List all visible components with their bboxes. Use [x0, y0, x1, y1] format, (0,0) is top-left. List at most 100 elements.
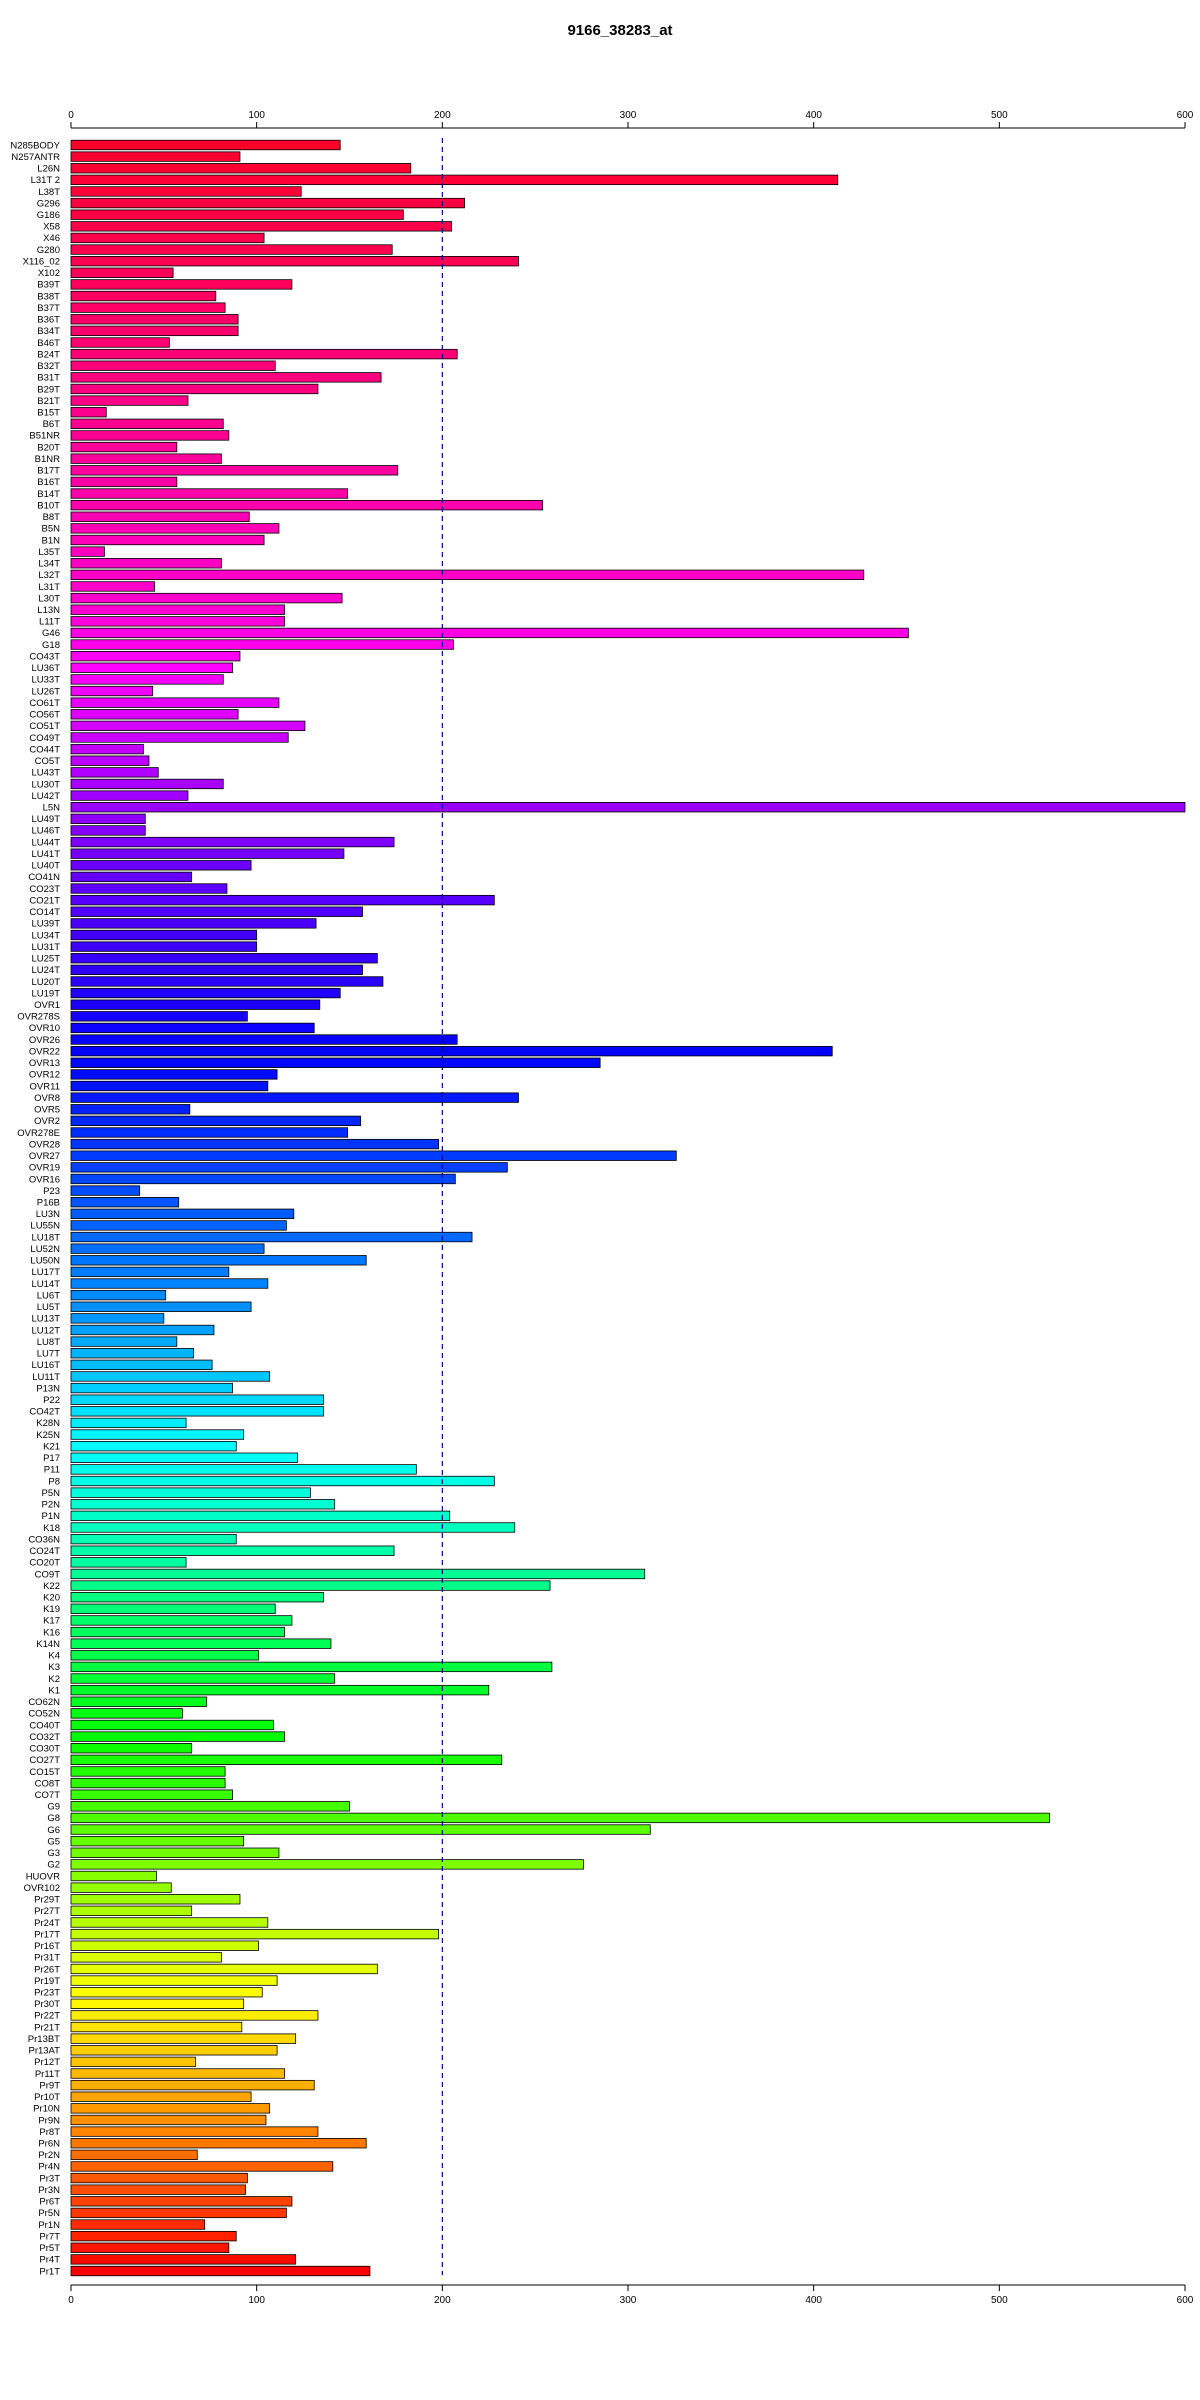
category-label: LU39T [31, 919, 60, 930]
bar [70, 174, 839, 186]
category-label: L26N [37, 164, 60, 175]
category-label: B16T [37, 477, 60, 488]
category-label: Pr9T [39, 2080, 60, 2091]
bar [70, 674, 224, 685]
category-label: G186 [37, 210, 60, 221]
category-label: G6 [47, 1825, 60, 1836]
bar [70, 813, 146, 824]
bar [70, 546, 105, 557]
category-label: L11T [39, 617, 60, 628]
bar [70, 1580, 551, 1591]
category-label: Pr6T [39, 2197, 60, 2208]
top-x-axis: 0 100 200 300 400 500 600 [68, 110, 1194, 129]
bar [70, 197, 466, 209]
bar [70, 1034, 458, 1045]
bar [70, 1812, 1050, 1824]
category-label: Pr5T [39, 2243, 60, 2254]
bar [70, 476, 178, 488]
bar [70, 894, 495, 906]
category-label: LU46T [31, 826, 60, 837]
category-label: LU41T [31, 849, 60, 860]
category-label: CO14T [29, 907, 60, 918]
category-label: LU42T [31, 791, 60, 802]
category-label: LU24T [31, 965, 60, 976]
category-label: B6T [43, 419, 61, 430]
category-label: CO52N [28, 1709, 60, 1720]
category-label: OVR26 [29, 1035, 60, 1046]
category-label: K14N [36, 1639, 60, 1650]
category-label: CO9T [35, 1569, 61, 1580]
bar [70, 1975, 278, 1986]
bar [70, 1510, 451, 1522]
bar [70, 2149, 198, 2160]
bar [70, 1487, 311, 1498]
bar [70, 186, 302, 197]
bar [70, 511, 250, 522]
category-label: K25N [36, 1430, 60, 1441]
category-label: X102 [38, 268, 60, 279]
category-label: G9 [47, 1802, 60, 1813]
chart-title: 9166_38283_at [567, 22, 672, 39]
bar [70, 232, 265, 244]
category-label: LU40T [31, 861, 60, 872]
bar [70, 2196, 293, 2207]
category-label: K3 [48, 1662, 60, 1673]
bar [70, 1220, 287, 1231]
category-label: Pr24T [34, 1918, 60, 1929]
bar [70, 2079, 315, 2091]
bar [70, 1499, 336, 1510]
bar [70, 1138, 440, 1150]
category-label: CO44T [29, 744, 60, 755]
bar [70, 1603, 276, 1614]
bar [70, 2219, 206, 2230]
bar [70, 871, 193, 883]
bar [70, 1173, 456, 1185]
category-label: CO24T [29, 1546, 60, 1557]
bars-group [70, 139, 1186, 2277]
category-label: CO8T [35, 1778, 61, 1789]
bar [70, 2265, 371, 2277]
bar [70, 1801, 350, 1812]
category-label: LU19T [31, 988, 60, 999]
category-label: Pr5N [38, 2208, 60, 2219]
bar [70, 1382, 233, 1394]
category-label: LU16T [31, 1360, 60, 1371]
category-label: CO61T [29, 698, 60, 709]
bar [70, 1104, 191, 1115]
category-label: OVR1 [34, 1000, 60, 1011]
bar [70, 1231, 473, 1243]
bar [70, 743, 144, 755]
bar [70, 1696, 207, 1707]
bar [70, 441, 178, 453]
bar [70, 1882, 172, 1893]
category-label: OVR102 [24, 1883, 60, 1894]
category-label: B15T [37, 408, 60, 419]
bar [70, 1115, 362, 1127]
category-label: LU25T [31, 954, 60, 965]
category-label: Pr30T [34, 1999, 60, 2010]
category-label: LU3N [36, 1209, 60, 1220]
category-label: Pr12T [34, 2057, 60, 2068]
bar [70, 302, 226, 313]
bar [70, 1626, 285, 1638]
category-label: CO36N [28, 1534, 60, 1545]
bar [70, 1615, 293, 1626]
bar [70, 325, 239, 337]
bar [70, 1731, 285, 1742]
bottom-x-axis-tick-label: 0 [68, 2295, 74, 2306]
bar [70, 2045, 278, 2056]
bar [70, 499, 543, 511]
category-label: P5N [42, 1488, 61, 1499]
category-label: LU18T [31, 1232, 60, 1243]
bar [70, 883, 228, 894]
category-label: K22 [43, 1581, 60, 1592]
bar [70, 139, 341, 151]
category-label: CO41N [28, 872, 60, 883]
bar [70, 372, 382, 383]
bar [70, 1057, 601, 1068]
bar [70, 1859, 584, 1870]
bar [70, 1406, 324, 1417]
category-label: CO15T [29, 1767, 60, 1778]
bar [70, 1847, 280, 1858]
bar [70, 1568, 646, 1580]
